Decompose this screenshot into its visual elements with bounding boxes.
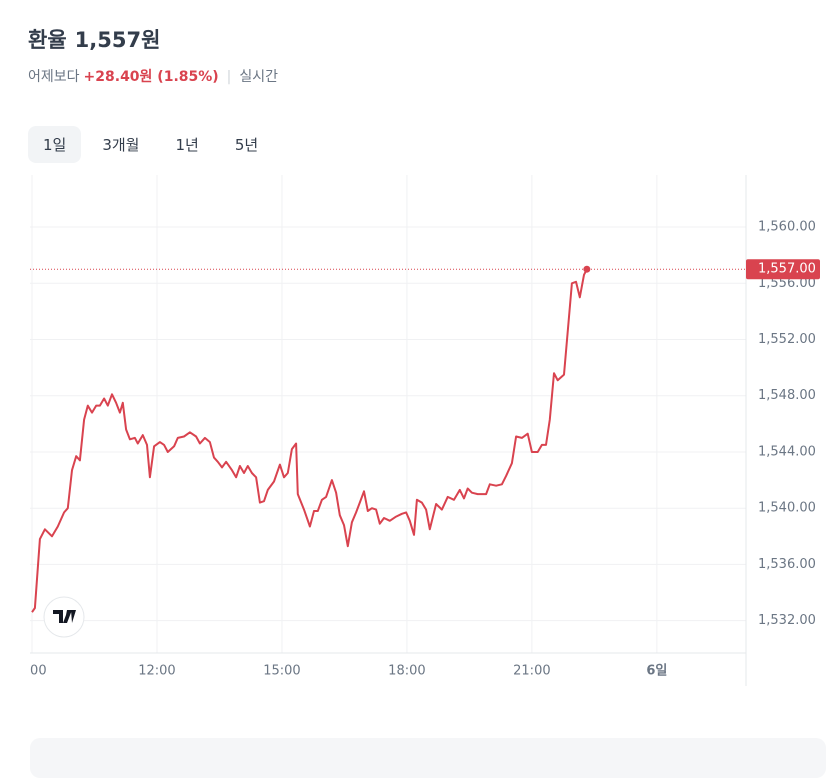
current-label-bg (746, 259, 820, 280)
page: 환율 1,557원 어제보다 +28.40원 (1.85%) | 실시간 1일 3개월 … (17, 24, 820, 686)
x-tick-label: 12:00 (138, 664, 175, 679)
tab[interactable]: 5년 (234, 136, 259, 154)
separator: | (226, 69, 232, 85)
price-line (31, 268, 588, 613)
change: +28.40원 (1.85%) (83, 69, 219, 85)
current-label: 1,557.00 (758, 262, 816, 277)
y-tick-label: 1,560.00 (758, 220, 816, 235)
y-tick-label: 1,548.00 (758, 388, 816, 403)
y-tick-label: 1,544.00 (758, 444, 816, 459)
y-tick-label: 1,552.00 (758, 332, 816, 347)
y-tick-label: 1,536.00 (758, 557, 816, 572)
chart: 1,532.00 1,536.00 1,540.00 1,544.00 1,548.00… (17, 175, 820, 686)
plot: 1,532.00 1,536.00 1,540.00 1,544.00 1,548.00… (17, 175, 820, 686)
y-tick-label: 1,556.00 (758, 276, 816, 291)
x-tick-label: 18:00 (388, 664, 425, 679)
last-point (583, 265, 591, 273)
x-tick-label: 6일 (646, 664, 667, 679)
tabs: 1일 3개월 1년 5년 (28, 126, 279, 163)
y-tick-label: 1,532.00 (758, 613, 816, 628)
tab[interactable]: 3개월 (102, 136, 140, 154)
title: 환율 (28, 28, 67, 52)
tv-logo (43, 596, 85, 638)
x-tick-label: 15:00 (263, 664, 300, 679)
sub-row: 어제보다 +28.40원 (1.85%) | 실시간 (28, 66, 278, 86)
y-tick-label: 1,540.00 (758, 501, 816, 516)
header: 환율 1,557원 어제보다 +28.40원 (1.85%) | 실시간 (28, 24, 278, 86)
price: 1,557원 (74, 28, 161, 52)
x-tick-label: 9:00 (17, 664, 46, 679)
tab[interactable]: 1년 (175, 136, 199, 154)
realtime: 실시간 (239, 69, 279, 85)
bottom-panel (30, 738, 826, 778)
compare: 어제보다 (28, 69, 80, 85)
x-tick-label: 21:00 (513, 664, 550, 679)
title-row: 환율 1,557원 (28, 24, 278, 54)
tab[interactable]: 1일 (28, 126, 82, 163)
